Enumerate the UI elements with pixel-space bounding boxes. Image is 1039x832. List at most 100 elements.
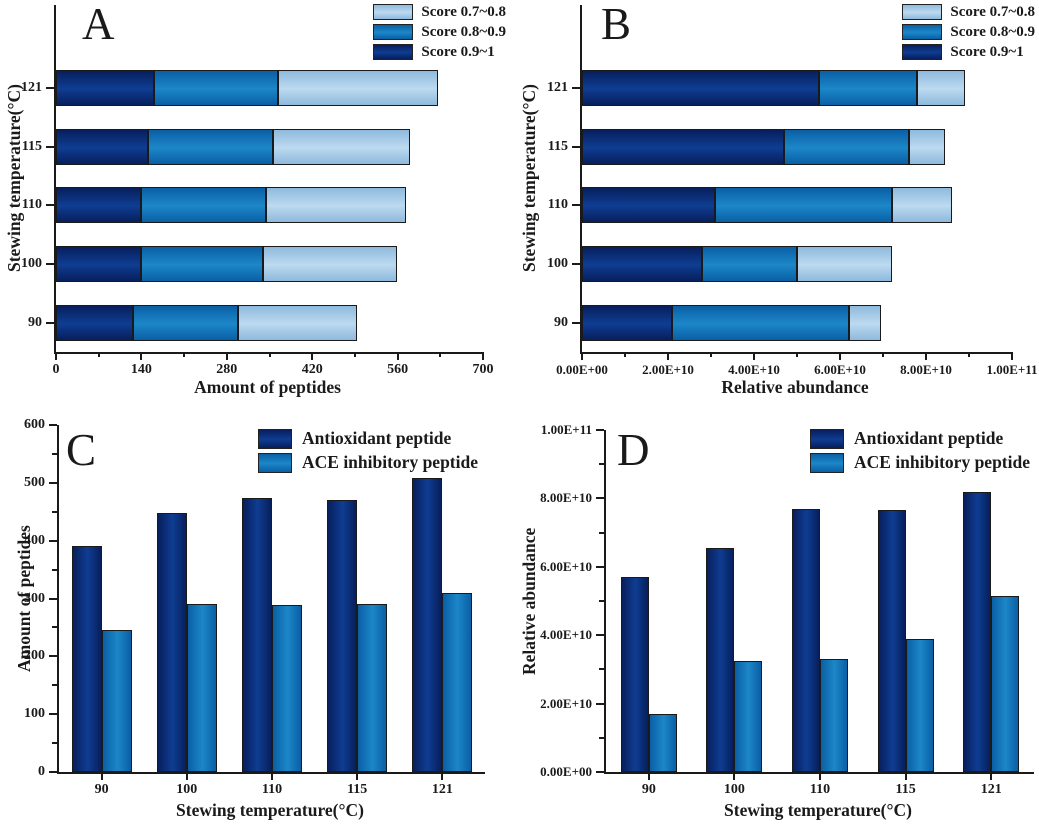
x-category-label: 100 — [723, 782, 745, 797]
x-category-label: 121 — [431, 782, 453, 797]
y-tick-label: 100 — [24, 706, 45, 722]
y-tick-label: 0.00E+00 — [540, 764, 592, 779]
y-axis-tick — [49, 655, 57, 658]
x-tick-label: 2.00E+10 — [642, 362, 694, 377]
y-category-label: 110 — [547, 197, 568, 213]
legend-item-score-08-09: Score 0.8~0.9 — [373, 23, 506, 41]
panel-a: A Stewing temperature(°C) 121 115 110 100 90… — [0, 0, 519, 416]
bar-dark-121 — [412, 477, 443, 772]
y-tick-label: 400 — [24, 532, 45, 548]
y-axis-tick — [46, 87, 54, 90]
legend-item-score-09-1: Score 0.9~1 — [902, 43, 1035, 61]
x-axis-tick — [667, 352, 669, 360]
y-axis-minor-tick — [52, 742, 57, 745]
x-axis-tick — [100, 772, 103, 780]
panel-d-y-axis-title: Relative abundance — [519, 527, 539, 675]
panel-a-x-axis-title: Amount of peptides — [194, 377, 341, 397]
x-tick-label: 1.00E+11 — [986, 362, 1038, 377]
x-tick-label: 6.00E+10 — [814, 362, 866, 377]
bar-dark-110 — [792, 508, 820, 772]
y-axis-tick — [49, 481, 57, 484]
y-tick-label: 600 — [24, 417, 45, 432]
panel-a-y-axis-title: Stewing temperature(°C) — [4, 84, 24, 273]
bar-segment-light-115 — [908, 128, 946, 165]
x-tick-label: 0.00E+00 — [556, 362, 608, 377]
x-tick-label: 560 — [387, 362, 409, 377]
y-axis-minor-tick — [52, 684, 57, 687]
x-category-label: 90 — [94, 782, 109, 797]
bar-segment-medium-90 — [133, 304, 239, 341]
bar-segment-light-90 — [848, 304, 881, 341]
panel-letter-b: B — [601, 0, 632, 49]
legend-label: Score 0.8~0.9 — [421, 24, 506, 40]
bar-segment-light-115 — [273, 128, 411, 165]
panel-a-plot-area: 121 115 110 100 90 0 140 280 420 560 700 — [21, 5, 494, 377]
y-axis-tick — [596, 771, 604, 773]
bar-dark-121 — [963, 491, 992, 772]
y-axis-tick — [572, 263, 580, 266]
x-axis-tick — [225, 352, 228, 360]
legend-swatch-medium-blue — [373, 24, 414, 40]
bar-segment-dark-121 — [56, 70, 154, 107]
y-tick-label: 200 — [24, 648, 45, 664]
x-axis-tick — [925, 352, 927, 360]
y-category-label: 90 — [554, 314, 568, 330]
y-axis-tick — [596, 634, 604, 637]
bar-segment-light-110 — [265, 187, 407, 224]
x-axis-minor-tick — [183, 352, 186, 357]
bar-segment-medium-110 — [140, 187, 266, 224]
legend-swatch-light-blue — [902, 4, 943, 20]
x-axis-minor-tick — [624, 352, 626, 357]
y-axis-tick — [46, 321, 54, 324]
bar-segment-dark-90 — [582, 304, 673, 341]
bar-medium-100 — [734, 660, 763, 772]
bar-segment-medium-100 — [141, 246, 264, 283]
y-category-label: 121 — [21, 80, 42, 96]
y-tick-label: 300 — [24, 590, 45, 606]
y-category-label: 100 — [21, 256, 42, 272]
bar-medium-121 — [442, 593, 473, 772]
legend-label: Score 0.7~0.8 — [421, 4, 506, 20]
x-axis-minor-tick — [968, 352, 970, 357]
bar-medium-90 — [648, 713, 677, 772]
bar-medium-115 — [357, 603, 388, 772]
panel-a-legend: Score 0.7~0.8 Score 0.8~0.9 Score 0.9~1 — [373, 3, 506, 61]
bar-segment-dark-115 — [56, 128, 148, 165]
x-axis-tick — [311, 352, 314, 360]
legend-label: Score 0.8~0.9 — [950, 24, 1035, 40]
y-axis-minor-tick — [599, 736, 604, 739]
x-category-label: 115 — [895, 782, 916, 797]
x-axis-minor-tick — [882, 352, 884, 357]
x-axis-tick — [990, 772, 993, 780]
x-category-label: 90 — [641, 782, 656, 797]
x-axis-tick — [271, 772, 273, 780]
y-axis-tick — [572, 87, 580, 90]
bar-medium-90 — [101, 630, 132, 772]
x-tick-label: 8.00E+10 — [900, 362, 952, 377]
y-tick-label: 0 — [38, 764, 45, 779]
x-category-label: 110 — [809, 782, 831, 797]
panel-b-legend: Score 0.7~0.8 Score 0.8~0.9 Score 0.9~1 — [902, 3, 1035, 61]
panel-d: D Relative abundance 90 100 110 115 121 0.00E… — [519, 416, 1038, 832]
x-axis-tick — [839, 352, 841, 360]
bar-medium-100 — [186, 603, 217, 772]
panel-b: B Stewing temperature(°C) 121 115 110 100 90… — [519, 0, 1038, 416]
y-axis-minor-tick — [52, 452, 57, 455]
legend-swatch-dark-blue — [902, 44, 943, 60]
x-axis-minor-tick — [439, 352, 442, 357]
bar-dark-115 — [327, 499, 358, 772]
x-tick-label: 4.00E+10 — [728, 362, 780, 377]
bar-dark-90 — [71, 545, 102, 772]
bar-segment-medium-115 — [784, 128, 909, 165]
legend-swatch-medium-blue — [258, 452, 292, 473]
x-category-label: 110 — [261, 782, 283, 797]
bar-segment-medium-100 — [702, 246, 797, 283]
x-axis-minor-tick — [796, 352, 798, 357]
legend-swatch-dark-blue — [810, 428, 844, 449]
y-axis-tick — [46, 145, 54, 148]
bar-dark-90 — [620, 577, 649, 772]
legend-swatch-medium-blue — [902, 24, 943, 40]
panel-c-plot-area: 90 100 110 115 121 0 100 200 300 400 500 600 — [24, 418, 485, 797]
legend-label: Score 0.7~0.8 — [950, 4, 1035, 20]
